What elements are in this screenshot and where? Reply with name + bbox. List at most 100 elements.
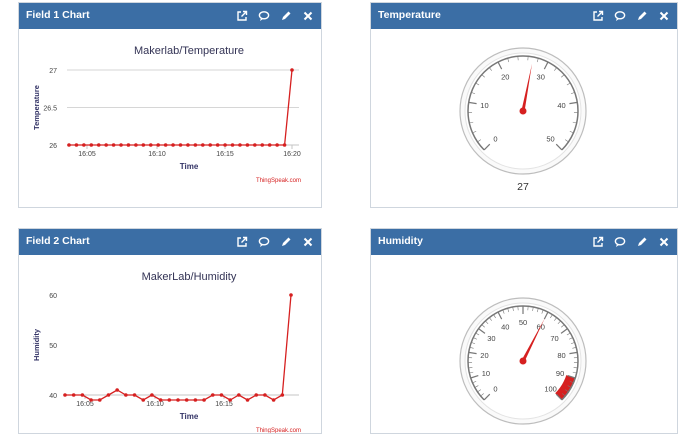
y-tick-label: 40	[49, 393, 57, 400]
data-point	[176, 398, 180, 402]
gauge-needle	[521, 63, 532, 112]
close-icon[interactable]	[657, 9, 671, 23]
gauge-major-tick	[567, 374, 576, 379]
data-point	[158, 398, 163, 402]
data-point	[184, 398, 189, 402]
gauge-minor-tick	[512, 306, 514, 311]
panel-toolbar	[591, 9, 671, 23]
gauge-major-tick	[468, 101, 477, 105]
gauge-minor-tick	[477, 389, 481, 393]
gauge-minor-tick	[471, 342, 476, 345]
data-point	[67, 143, 71, 147]
field2-chart-panel: Field 2 Chart MakerLab/Humidity 40 50 60 16:…	[18, 228, 322, 434]
data-point	[74, 143, 79, 147]
x-axis-label: Time	[180, 412, 199, 421]
gauge-tick-label: 50	[546, 135, 554, 144]
chart-title: MakerLab/Humidity	[142, 271, 237, 283]
humidity-chart: MakerLab/Humidity 40 50 60 16:05 16:10 16:15 Ti…	[32, 271, 301, 433]
data-point	[267, 143, 272, 147]
y-tick-label: 26	[49, 143, 57, 150]
pencil-icon[interactable]	[635, 9, 649, 23]
data-point	[210, 393, 215, 397]
data-point	[193, 398, 198, 402]
comment-icon[interactable]	[613, 9, 627, 23]
data-point	[253, 143, 257, 147]
pencil-icon[interactable]	[279, 9, 293, 23]
gauge-minor-tick	[569, 130, 574, 134]
data-point	[202, 398, 206, 402]
gauge-minor-tick	[485, 320, 489, 325]
comment-icon[interactable]	[257, 9, 271, 23]
external-link-icon[interactable]	[235, 9, 249, 23]
comment-icon[interactable]	[613, 235, 627, 249]
panel-toolbar	[235, 9, 315, 23]
close-icon[interactable]	[301, 235, 315, 249]
external-link-icon[interactable]	[591, 235, 605, 249]
chart-body: Makerlab/Temperature 26 26.5 27 16:05 16:10 16…	[19, 29, 321, 207]
data-point	[111, 143, 116, 147]
gauge-minor-tick	[481, 74, 485, 78]
gauge-scale-arc	[467, 55, 579, 151]
gauge-minor-tick	[480, 393, 484, 397]
gauge-major-tick	[470, 374, 479, 379]
data-point	[141, 143, 146, 147]
comment-icon[interactable]	[257, 235, 271, 249]
gauge-major-tick	[497, 61, 503, 70]
x-tick-label: 16:05	[76, 401, 94, 408]
gauge-minor-tick	[565, 389, 569, 393]
gauge-minor-tick	[472, 380, 477, 384]
gauge-minor-tick	[554, 317, 557, 321]
chart-credit: ThingSpeak.com	[256, 178, 301, 184]
data-point	[223, 143, 227, 147]
gauge-major-tick	[569, 351, 578, 355]
close-icon[interactable]	[657, 235, 671, 249]
data-point	[167, 398, 172, 402]
close-icon[interactable]	[301, 9, 315, 23]
y-tick-label: 60	[49, 293, 57, 300]
x-tick-label: 16:15	[216, 151, 234, 158]
data-point	[115, 388, 119, 392]
panel-header: Field 1 Chart	[19, 3, 321, 29]
gauge-minor-tick	[570, 342, 575, 345]
gauge-minor-tick	[565, 139, 569, 143]
external-link-icon[interactable]	[235, 235, 249, 249]
data-point	[201, 143, 205, 147]
gauge-minor-tick	[566, 82, 571, 86]
x-tick-label: 16:05	[78, 151, 96, 158]
gauge-minor-tick	[472, 130, 477, 134]
data-point	[193, 143, 198, 147]
gauge-minor-tick	[493, 314, 496, 319]
data-point	[282, 143, 287, 147]
data-point	[106, 393, 111, 397]
data-point	[238, 143, 242, 147]
temperature-gauge: 0 10 20 30 40 50 27	[459, 47, 587, 193]
gauge-tick-label: 90	[556, 369, 564, 378]
gauge-major-tick	[543, 61, 549, 70]
panel-toolbar	[235, 235, 315, 249]
data-point	[263, 393, 267, 397]
data-point	[80, 393, 85, 397]
x-tick-label: 16:20	[283, 151, 301, 158]
pencil-icon[interactable]	[635, 235, 649, 249]
data-point	[89, 398, 93, 402]
temperature-gauge-panel: Temperature 0 10 20 30 40 50 27	[370, 2, 678, 208]
gauge-tick-label: 100	[544, 385, 557, 394]
gauge-major-tick	[555, 393, 563, 401]
x-tick-label: 16:10	[146, 401, 164, 408]
humidity-gauge: 010203040506070809010060	[459, 297, 587, 433]
temperature-chart: Makerlab/Temperature 26 26.5 27 16:05 16:10 16…	[32, 45, 301, 184]
gauge-tick-label: 10	[480, 101, 488, 110]
gauge-major-tick	[569, 101, 578, 105]
data-point	[163, 143, 168, 147]
chart-credit: ThingSpeak.com	[256, 428, 301, 433]
gauge-major-tick	[555, 143, 563, 151]
chart-title: Makerlab/Temperature	[134, 45, 244, 57]
external-link-icon[interactable]	[591, 9, 605, 23]
data-point	[119, 143, 123, 147]
panel-title: Humidity	[378, 235, 423, 247]
pencil-icon[interactable]	[279, 235, 293, 249]
panel-header: Temperature	[371, 3, 677, 29]
gauge-minor-tick	[541, 309, 544, 314]
y-axis-label: Humidity	[32, 328, 41, 361]
field1-chart-panel: Field 1 Chart Makerlab/Temperature 26 26.5…	[18, 2, 322, 208]
